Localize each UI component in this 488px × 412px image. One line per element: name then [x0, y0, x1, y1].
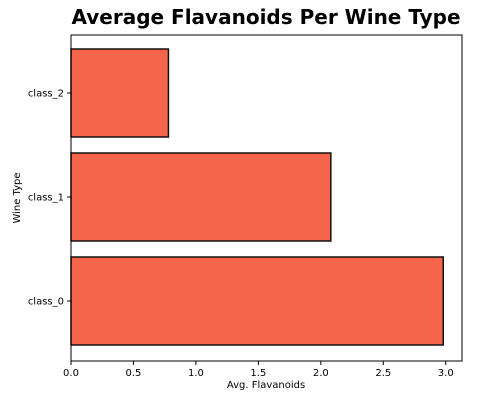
x-tick-group: 0.0 0.5 1.0 1.5 2.0 2.5 3.0: [63, 361, 454, 379]
chart-title: Average Flavanoids Per Wine Type: [71, 5, 460, 29]
y-tick-label: class_1: [28, 193, 64, 204]
x-tick-label: 0.5: [126, 368, 142, 379]
bar-class_0: [70, 256, 445, 346]
bars-group: [70, 48, 445, 346]
y-tick-group: class_0 class_1 class_2: [28, 89, 71, 308]
bar-class_2: [70, 48, 170, 138]
plot-frame: [70, 34, 463, 362]
y-axis-label: Wine Type: [12, 172, 23, 223]
x-tick-label: 1.5: [250, 368, 266, 379]
bar-class_1: [70, 152, 332, 242]
x-axis-label: Avg. Flavanoids: [227, 380, 305, 391]
x-tick-label: 2.0: [313, 368, 329, 379]
y-tick-label: class_0: [28, 297, 64, 308]
x-tick-label: 3.0: [438, 368, 454, 379]
x-tick-label: 0.0: [63, 368, 79, 379]
y-tick-label: class_2: [28, 89, 64, 100]
x-tick-label: 1.0: [188, 368, 204, 379]
x-tick-label: 2.5: [375, 368, 391, 379]
